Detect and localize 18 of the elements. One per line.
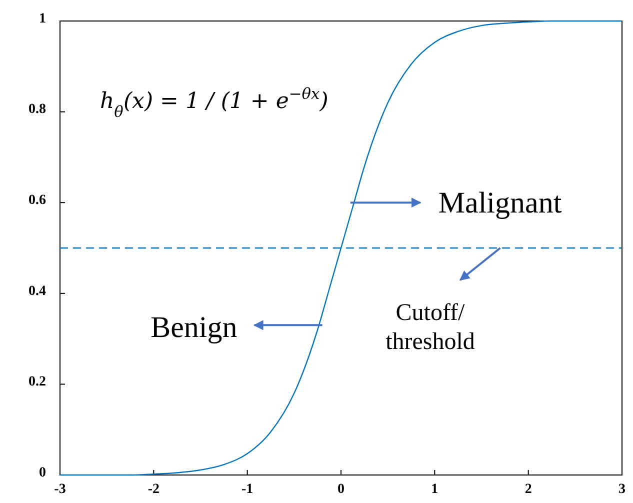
line-series [59,20,623,476]
x-tick-label: 1 [431,482,438,497]
x-tick-label: 3 [618,482,626,497]
y-tick-label: 0.6 [28,193,46,208]
y-tick-label: 0.2 [28,374,46,390]
annotation: Malignant [438,186,562,220]
y-tick-label: 0.8 [28,102,46,118]
annotation: h$_{θ}$(x) = 1 / (1 + e$^{−θx}$) [100,85,328,121]
annotation: Benign [150,311,238,344]
y-tick-label: 1 [39,11,46,26]
x-tick-label: 0 [338,482,344,497]
annotation: Cutoff/ threshold [386,300,475,355]
y-tick-label: 0 [39,465,46,480]
x-tick-label: -1 [241,482,254,497]
x-tick-label: -2 [148,482,160,497]
y-tick-label: 0.4 [28,284,46,299]
x-tick-label: 2 [524,482,532,497]
x-tick-label: -3 [54,482,66,497]
